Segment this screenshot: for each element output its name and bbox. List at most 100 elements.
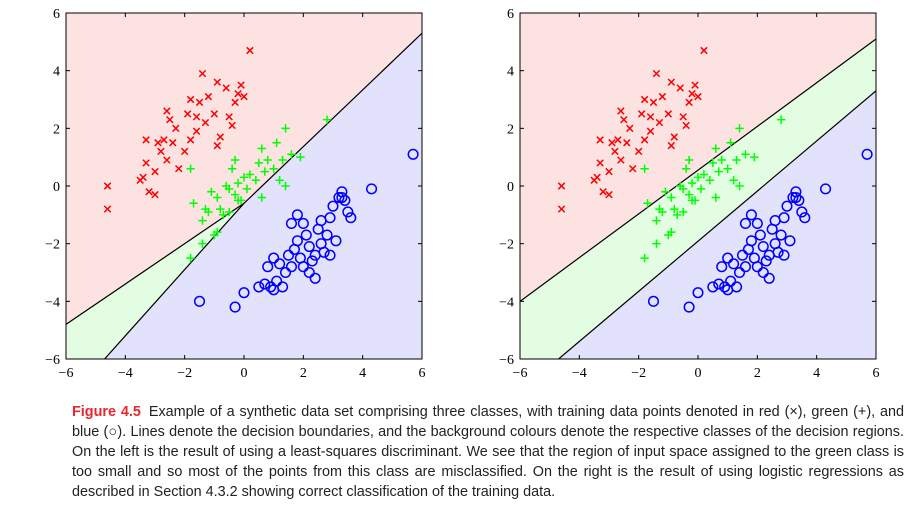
data-point-red-cross — [649, 98, 658, 107]
data-point-red-cross — [679, 113, 687, 121]
data-point-blue-circle — [713, 278, 725, 290]
data-point-green-plus — [239, 173, 249, 182]
data-point-red-cross — [617, 107, 625, 115]
data-point-green-plus — [198, 216, 207, 225]
data-point-red-cross — [154, 139, 162, 147]
data-point-blue-circle — [781, 200, 793, 212]
data-point-blue-circle — [751, 261, 763, 273]
data-point-green-plus — [322, 115, 332, 124]
data-point-blue-circle — [321, 229, 333, 241]
data-point-green-plus — [233, 178, 243, 188]
data-point-red-cross — [213, 78, 222, 86]
data-point-blue-circle — [309, 272, 321, 284]
plot-area — [66, 13, 422, 359]
data-point-green-plus — [643, 199, 652, 208]
y-tick-label: −4 — [499, 295, 514, 310]
data-point-red-cross — [655, 118, 664, 127]
data-point-blue-circle — [342, 206, 354, 218]
data-point-green-plus — [729, 176, 738, 185]
data-point-blue-circle — [268, 252, 280, 264]
data-point-red-cross — [216, 133, 224, 141]
data-point-red-cross — [231, 98, 239, 107]
data-point-blue-circle — [285, 217, 298, 230]
data-point-green-plus — [269, 164, 278, 173]
data-point-red-cross — [626, 124, 634, 133]
y-tick-label: 4 — [53, 65, 60, 80]
data-point-blue-circle — [309, 249, 321, 261]
data-point-blue-circle — [763, 272, 775, 284]
data-point-green-plus — [245, 170, 255, 179]
data-point-red-cross — [629, 164, 637, 173]
data-point-red-cross — [682, 121, 690, 130]
data-point-green-plus — [281, 181, 290, 191]
data-point-blue-circle — [303, 241, 315, 253]
data-point-red-cross — [201, 118, 210, 127]
data-point-green-plus — [687, 196, 697, 205]
data-point-green-plus — [708, 158, 718, 168]
data-point-green-plus — [287, 150, 296, 159]
data-point-red-cross — [596, 136, 604, 144]
data-point-blue-circle — [790, 191, 802, 204]
data-point-red-cross — [608, 139, 616, 147]
figure-label: Figure 4.5 — [72, 404, 141, 420]
data-point-blue-circle — [728, 258, 740, 270]
data-point-blue-circle — [763, 249, 775, 261]
data-point-red-cross — [640, 95, 649, 104]
data-point-red-cross — [145, 188, 153, 196]
data-point-red-cross — [237, 81, 245, 89]
data-point-blue-circle — [271, 275, 283, 287]
data-point-blue-circle — [692, 287, 704, 299]
data-point-red-cross — [688, 90, 696, 98]
data-point-red-cross — [198, 69, 207, 78]
decision-boundary-red-blue — [243, 32, 422, 204]
x-tick-label: −6 — [513, 366, 528, 381]
data-point-green-plus — [723, 164, 732, 173]
data-point-green-plus — [242, 184, 252, 194]
data-point-red-cross — [634, 147, 643, 156]
data-point-green-plus — [667, 227, 676, 237]
data-point-green-plus — [678, 207, 688, 217]
data-point-green-plus — [216, 204, 225, 214]
data-point-red-cross — [186, 136, 195, 144]
data-point-red-cross — [599, 188, 607, 196]
data-point-red-cross — [617, 156, 625, 164]
data-point-green-plus — [254, 158, 264, 168]
decision-boundary-green-blue — [558, 90, 876, 359]
x-tick-label: −6 — [59, 366, 74, 381]
y-tick-label: −6 — [45, 353, 60, 368]
data-point-red-cross — [557, 182, 566, 190]
data-point-blue-circle — [366, 183, 378, 195]
data-point-green-plus — [750, 152, 759, 162]
data-point-green-plus — [640, 164, 649, 173]
data-point-red-cross — [151, 167, 159, 176]
data-point-blue-circle — [303, 266, 315, 279]
data-point-green-plus — [275, 176, 284, 185]
green-region — [66, 203, 244, 359]
data-point-green-plus — [684, 155, 694, 165]
red-region — [520, 13, 876, 302]
data-point-red-cross — [623, 139, 631, 147]
data-point-green-plus — [207, 187, 216, 196]
data-point-blue-circle — [285, 261, 298, 273]
data-point-red-cross — [557, 205, 566, 213]
data-point-blue-circle — [760, 255, 772, 267]
data-point-red-cross — [246, 46, 254, 55]
data-point-red-cross — [103, 182, 112, 190]
data-point-green-plus — [711, 144, 720, 153]
figure-caption: Figure 4.5 Example of a synthetic data se… — [72, 402, 904, 502]
data-point-red-cross — [210, 110, 219, 118]
data-point-green-plus — [201, 204, 210, 214]
data-point-green-plus — [224, 184, 234, 194]
data-point-green-plus — [776, 115, 786, 124]
data-point-blue-circle — [769, 215, 781, 227]
data-point-blue-circle — [324, 249, 336, 261]
data-point-green-plus — [705, 176, 715, 185]
data-point-red-cross — [667, 78, 676, 86]
data-point-blue-circle — [330, 235, 342, 247]
decision-boundary-green-blue — [104, 202, 245, 359]
data-point-blue-circle — [820, 183, 832, 195]
data-point-red-cross — [204, 92, 213, 101]
data-point-red-cross — [646, 113, 655, 121]
data-point-blue-circle — [751, 217, 763, 230]
data-point-green-plus — [684, 190, 694, 199]
